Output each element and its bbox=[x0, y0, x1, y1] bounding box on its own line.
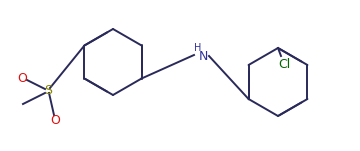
Text: H: H bbox=[194, 43, 202, 53]
Text: O: O bbox=[50, 114, 60, 127]
Text: O: O bbox=[17, 72, 27, 85]
Text: N: N bbox=[198, 50, 208, 63]
Text: S: S bbox=[44, 84, 52, 96]
Text: Cl: Cl bbox=[278, 58, 290, 71]
